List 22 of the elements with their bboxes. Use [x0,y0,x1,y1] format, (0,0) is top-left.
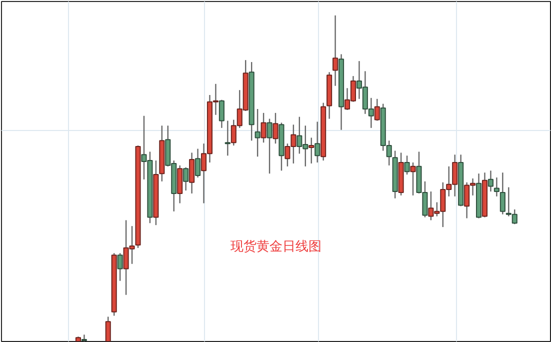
candlestick [374,98,380,122]
candlestick [404,155,410,176]
candlestick [260,112,266,144]
candlestick [105,316,111,342]
candlestick [117,252,123,282]
text: 现货黄金日线图 [230,239,322,254]
candlestick [195,148,201,178]
candlestick [189,152,195,194]
candlestick [314,121,320,164]
candlestick [266,118,272,174]
candlestick [272,112,278,144]
candlestick [254,108,260,158]
candlestick [308,137,314,164]
candlestick [224,120,230,156]
candlestick [494,176,500,197]
candlestick [218,99,224,129]
candlestick [81,334,87,342]
candlestick [410,162,416,196]
candlestick [500,172,506,215]
candlestick [183,166,189,192]
candlestick [332,14,338,86]
candlestick [488,170,494,192]
